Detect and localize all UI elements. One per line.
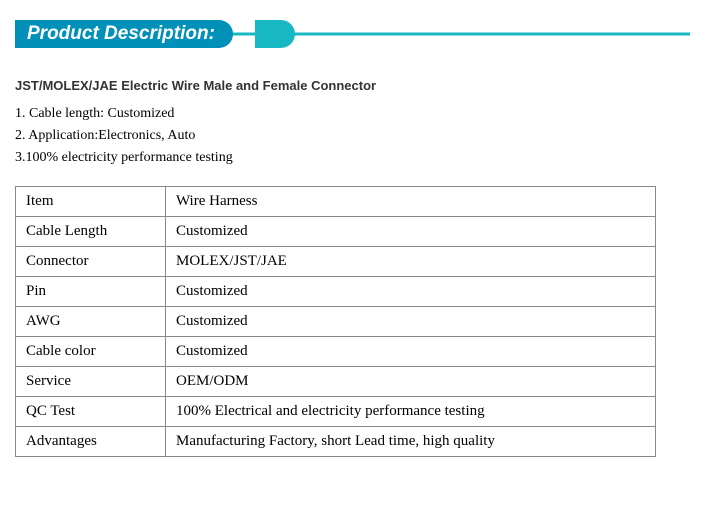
- table-row: AdvantagesManufacturing Factory, short L…: [16, 427, 656, 457]
- spec-key: AWG: [16, 307, 166, 337]
- table-row: AWGCustomized: [16, 307, 656, 337]
- spec-value: MOLEX/JST/JAE: [166, 247, 656, 277]
- header-cap: [255, 20, 295, 48]
- spec-key: Service: [16, 367, 166, 397]
- header-title: Product Description:: [27, 23, 215, 45]
- spec-key: Pin: [16, 277, 166, 307]
- spec-key: Advantages: [16, 427, 166, 457]
- spec-value: Manufacturing Factory, short Lead time, …: [166, 427, 656, 457]
- header-tab: Product Description:: [15, 20, 233, 48]
- table-row: ConnectorMOLEX/JST/JAE: [16, 247, 656, 277]
- table-row: Cable colorCustomized: [16, 337, 656, 367]
- table-row: ServiceOEM/ODM: [16, 367, 656, 397]
- table-row: PinCustomized: [16, 277, 656, 307]
- bullet-item: 1. Cable length: Customized: [15, 103, 690, 124]
- bullet-item: 3.100% electricity performance testing: [15, 147, 690, 168]
- spec-value: Wire Harness: [166, 187, 656, 217]
- spec-value: Customized: [166, 277, 656, 307]
- spec-value: 100% Electrical and electricity performa…: [166, 397, 656, 427]
- section-header: Product Description:: [15, 20, 690, 48]
- table-row: QC Test100% Electrical and electricity p…: [16, 397, 656, 427]
- bullet-item: 2. Application:Electronics, Auto: [15, 125, 690, 146]
- spec-key: Item: [16, 187, 166, 217]
- table-row: Cable LengthCustomized: [16, 217, 656, 247]
- bullet-list: 1. Cable length: Customized2. Applicatio…: [15, 103, 690, 168]
- spec-key: Cable Length: [16, 217, 166, 247]
- spec-key: QC Test: [16, 397, 166, 427]
- spec-key: Connector: [16, 247, 166, 277]
- spec-value: Customized: [166, 307, 656, 337]
- product-subtitle: JST/MOLEX/JAE Electric Wire Male and Fem…: [15, 78, 690, 93]
- table-row: ItemWire Harness: [16, 187, 656, 217]
- spec-key: Cable color: [16, 337, 166, 367]
- spec-value: OEM/ODM: [166, 367, 656, 397]
- spec-value: Customized: [166, 337, 656, 367]
- spec-value: Customized: [166, 217, 656, 247]
- spec-table: ItemWire HarnessCable LengthCustomizedCo…: [15, 186, 656, 457]
